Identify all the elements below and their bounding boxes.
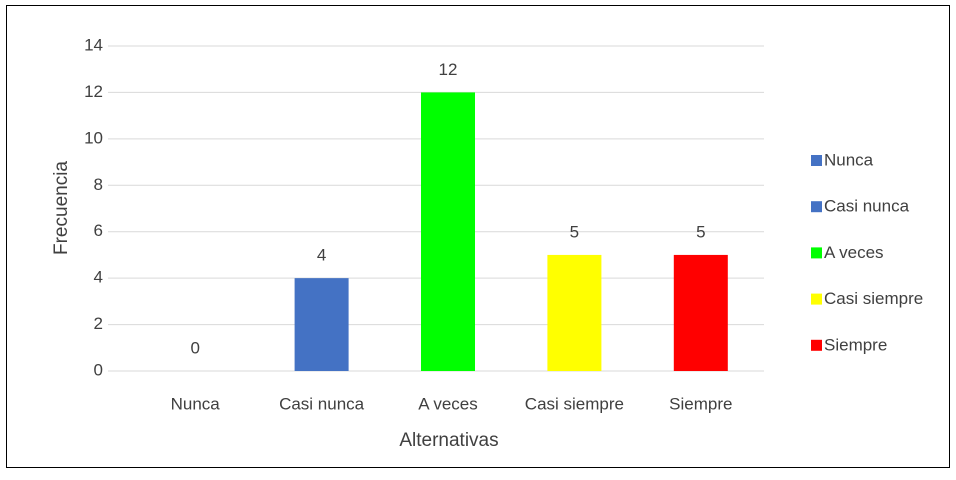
x-tick-label: Siempre [669,394,732,413]
x-tick-label: A veces [418,394,478,413]
legend-swatch [811,201,822,213]
legend-swatch [811,339,822,351]
y-tick-label: 4 [94,268,103,287]
y-tick-label: 12 [84,82,103,101]
y-axis-title: Frecuencia [51,161,72,255]
y-tick-label: 14 [84,35,103,54]
legend-label: Nunca [824,150,874,169]
bar [673,254,728,371]
chart-border [6,5,950,468]
legend-swatch [811,293,822,305]
legend-label: Casi siempre [824,289,923,308]
legend-label: A veces [824,243,884,262]
legend-label: Siempre [824,335,887,354]
x-tick-label: Casi nunca [279,394,365,413]
data-label: 12 [439,60,458,79]
data-label: 4 [317,246,326,265]
legend-label: Casi nunca [824,197,910,216]
data-label: 0 [190,338,199,357]
bar [421,92,475,371]
y-tick-label: 2 [94,314,103,333]
x-tick-label: Nunca [171,394,221,413]
bar [294,278,349,371]
y-tick-label: 8 [94,175,103,194]
legend-swatch [811,247,822,259]
x-tick-label: Casi siempre [525,394,624,413]
legend-swatch [811,155,822,166]
y-tick-label: 10 [84,128,103,147]
data-label: 5 [696,222,705,241]
data-label: 5 [570,222,579,241]
x-axis-title: Alternativas [399,430,498,451]
bar [547,254,602,371]
y-tick-label: 6 [94,221,103,240]
y-tick-label: 0 [94,360,103,379]
